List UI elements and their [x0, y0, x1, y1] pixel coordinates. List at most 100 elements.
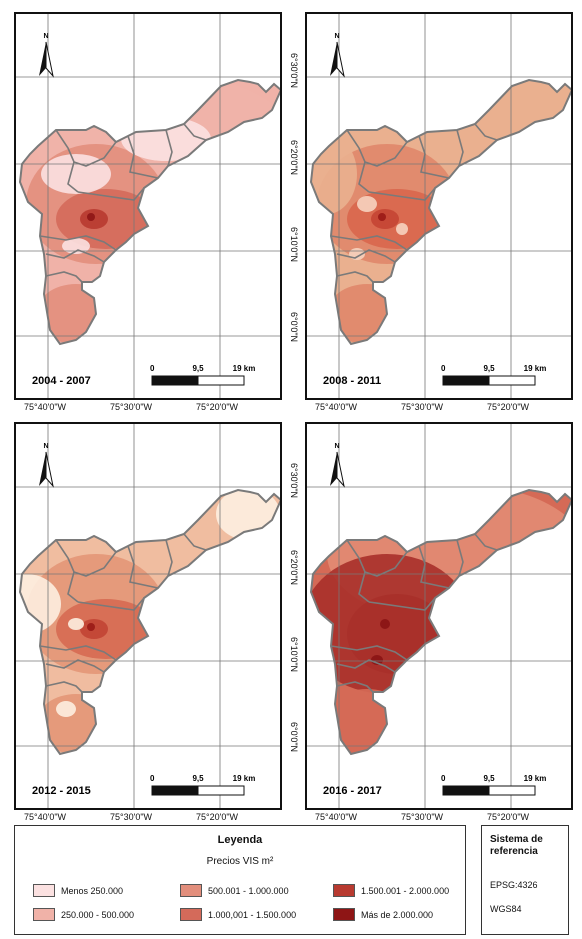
legend-label: 1.500.001 - 2.000.000	[361, 885, 450, 896]
legend-title: Leyenda	[217, 834, 263, 846]
latitude-label: 6°20'0"N	[289, 140, 299, 176]
municipal-boundary	[39, 235, 117, 251]
map-svg: N 0 9,5 19 km 2008 - 2011	[307, 14, 571, 398]
latitude-label: 6°10'0"N	[289, 227, 299, 263]
legend-swatch	[33, 908, 55, 921]
municipal-boundary	[77, 597, 145, 611]
longitude-label: 75°20'0"W	[487, 812, 530, 822]
reference-system-box: Sistema de referencia EPSG:4326 WGS84	[481, 825, 569, 935]
longitude-label: 75°40'0"W	[315, 812, 358, 822]
north-arrow-icon	[39, 451, 54, 488]
scale-bar-segment	[197, 375, 245, 386]
longitude-label: 75°30'0"W	[401, 812, 444, 822]
legend-label: 500.001 - 1.000.000	[208, 885, 289, 896]
municipal-boundary	[456, 539, 464, 577]
region-outline	[18, 488, 280, 756]
scale-label: 19 km	[524, 364, 547, 373]
map-svg: N 0 9,5 19 km 2016 - 2017	[307, 424, 571, 808]
scale-label: 9,5	[483, 774, 495, 783]
period-label: 2004 - 2007	[32, 375, 91, 387]
municipal-boundary	[183, 533, 207, 551]
municipal-boundary	[45, 249, 105, 263]
price-zone	[87, 623, 95, 631]
legend-label: Menos 250.000	[61, 885, 124, 896]
longitude-label: 75°20'0"W	[196, 812, 239, 822]
latitude-label: 6°0'0"N	[289, 722, 299, 753]
municipal-boundary	[45, 659, 105, 673]
municipal-boundary	[418, 545, 450, 589]
price-zone	[378, 213, 386, 221]
municipal-boundary	[77, 187, 145, 201]
scale-label: 9,5	[192, 774, 204, 783]
municipal-boundary	[67, 161, 79, 193]
region-outline	[18, 78, 280, 346]
municipal-boundary	[456, 129, 464, 167]
longitude-label: 75°30'0"W	[110, 812, 153, 822]
municipal-boundary	[45, 271, 83, 283]
region-outline	[309, 78, 571, 346]
reference-title: Sistema de referencia	[490, 834, 543, 857]
municipal-boundary	[418, 135, 450, 179]
price-surface	[26, 80, 280, 344]
legend-item: 1.000,001 - 1.500.000	[180, 908, 296, 921]
legend-item: 250.000 - 500.000	[33, 908, 134, 921]
legend-item: 1.500.001 - 2.000.000	[333, 884, 449, 897]
map-panel: N 0 9,5 19 km 2012 - 2015	[14, 422, 282, 810]
municipal-boundary	[183, 123, 207, 141]
municipal-boundary	[165, 129, 173, 167]
scale-label: 0	[441, 774, 446, 783]
municipal-boundary	[474, 123, 498, 141]
municipal-boundary	[336, 659, 396, 673]
scale-label: 19 km	[233, 364, 256, 373]
legend-label: 1.000,001 - 1.500.000	[208, 909, 297, 920]
legend: Leyenda Precios VIS m² Menos 250.000 250…	[14, 825, 466, 935]
price-zone	[396, 223, 408, 235]
scale-label: 19 km	[524, 774, 547, 783]
scale-bar-segment	[488, 375, 536, 386]
price-surface	[311, 80, 571, 344]
municipal-boundary	[127, 135, 159, 179]
north-label: N	[334, 33, 339, 40]
municipal-boundary	[165, 539, 173, 577]
longitude-label: 75°20'0"W	[196, 402, 239, 412]
scale-label: 0	[150, 774, 155, 783]
legend-label: 250.000 - 500.000	[61, 909, 135, 920]
scale-label: 0	[441, 364, 446, 373]
longitude-label: 75°40'0"W	[315, 402, 358, 412]
scale-label: 9,5	[192, 364, 204, 373]
price-zone	[20, 574, 61, 634]
municipal-boundary	[474, 533, 498, 551]
legend-swatch	[33, 884, 55, 897]
longitude-label: 75°40'0"W	[24, 402, 67, 412]
map-panel: N 0 9,5 19 km 2016 - 2017	[305, 422, 573, 810]
legend-swatch	[180, 884, 202, 897]
latitude-label: 6°20'0"N	[289, 550, 299, 586]
latitude-label: 6°30'0"N	[289, 53, 299, 89]
legend-label: Más de 2.000.000	[361, 909, 434, 920]
latitude-label: 6°0'0"N	[289, 312, 299, 343]
region-outline	[309, 488, 571, 756]
reference-epsg: EPSG:4326	[490, 880, 538, 890]
municipal-boundary	[358, 161, 370, 193]
legend-item: Menos 250.000	[33, 884, 123, 897]
latitude-label: 6°30'0"N	[289, 463, 299, 499]
municipal-boundary	[39, 645, 117, 661]
longitude-label: 75°40'0"W	[24, 812, 67, 822]
price-zone	[56, 701, 76, 717]
legend-item: 500.001 - 1.000.000	[180, 884, 289, 897]
scale-bar-segment	[151, 375, 199, 386]
scale-label: 19 km	[233, 774, 256, 783]
scale-bar-segment	[151, 785, 199, 796]
map-svg: N 0 9,5 19 km 2004 - 2007	[16, 14, 280, 398]
municipal-boundary	[336, 681, 374, 693]
price-zone	[216, 490, 280, 540]
north-label: N	[43, 443, 48, 450]
longitude-label: 75°20'0"W	[487, 402, 530, 412]
period-label: 2008 - 2011	[323, 375, 381, 387]
north-label: N	[43, 33, 48, 40]
map-panel: N 0 9,5 19 km 2004 - 2007	[14, 12, 282, 400]
legend-item: Más de 2.000.000	[333, 908, 433, 921]
scale-bar-segment	[442, 785, 490, 796]
price-zone	[357, 196, 377, 212]
north-arrow-icon	[330, 41, 345, 78]
